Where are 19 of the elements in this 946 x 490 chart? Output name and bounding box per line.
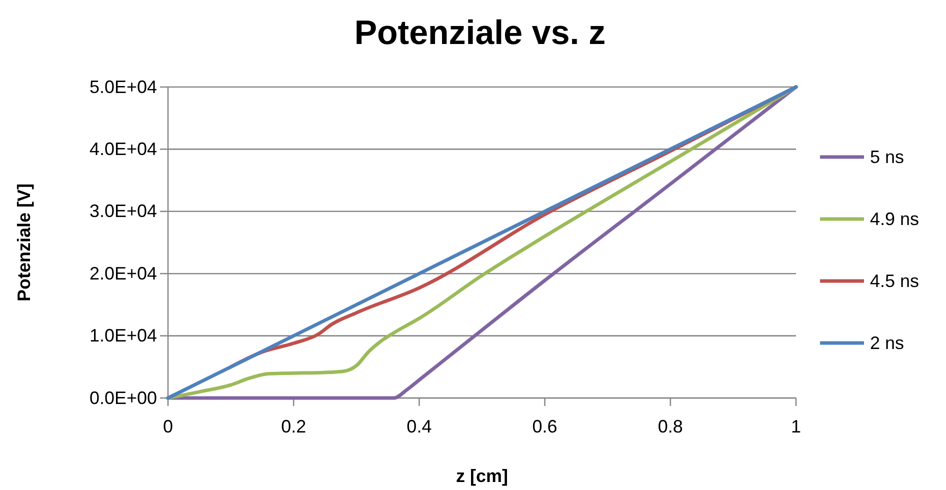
x-tick-label: 1 bbox=[790, 416, 802, 436]
x-tick-label: 0.4 bbox=[406, 416, 432, 436]
y-tick-label: 4.0E+04 bbox=[89, 138, 157, 159]
chart-title: Potenziale vs. z bbox=[354, 14, 606, 52]
y-tick-label: 2.0E+04 bbox=[89, 263, 157, 284]
x-tick-label: 0 bbox=[162, 416, 174, 436]
legend-label: 2 ns bbox=[870, 333, 904, 353]
y-tick-label: 0.0E+00 bbox=[89, 388, 157, 408]
x-axis-title: z [cm] bbox=[456, 466, 508, 486]
y-tick-label: 3.0E+04 bbox=[89, 201, 157, 222]
y-axis-title: Potenziale [V] bbox=[14, 183, 34, 302]
x-tick-label: 0.6 bbox=[532, 416, 558, 436]
legend-label: 5 ns bbox=[870, 147, 904, 167]
legend-label: 4.5 ns bbox=[870, 271, 920, 291]
legend-label: 4.9 ns bbox=[870, 209, 920, 229]
x-tick-label: 0.2 bbox=[281, 416, 306, 436]
y-tick-label: 1.0E+04 bbox=[89, 326, 157, 346]
x-tick-label: 0.8 bbox=[658, 416, 683, 436]
y-tick-label: 5.0E+04 bbox=[89, 76, 157, 97]
